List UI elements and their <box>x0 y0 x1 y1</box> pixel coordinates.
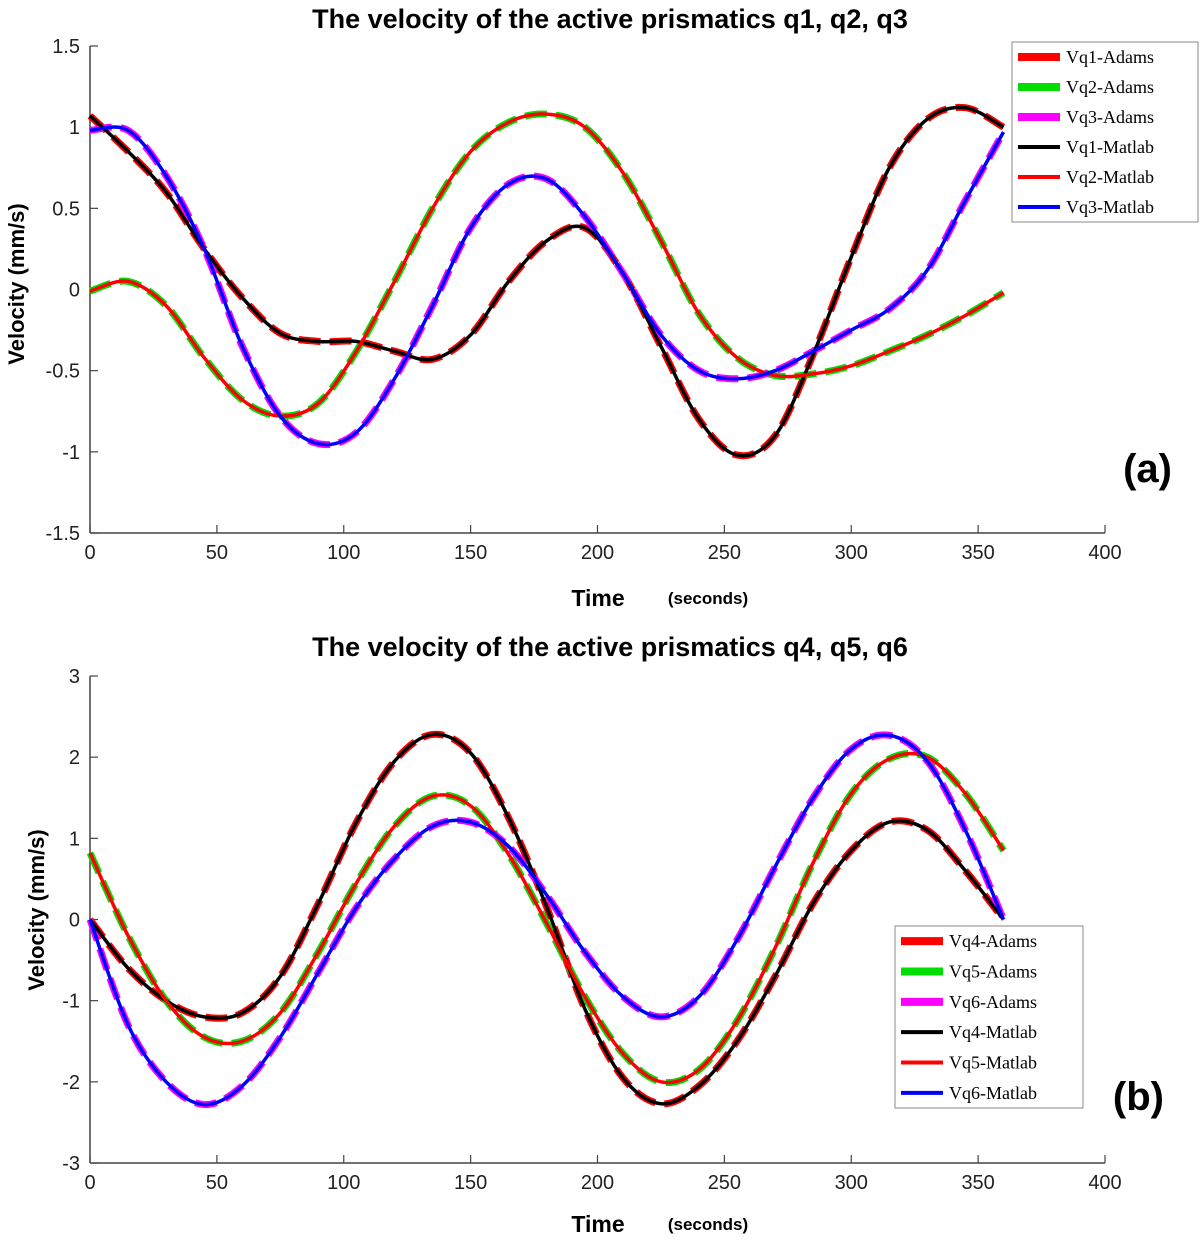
chart-b-ylabel: Velocity (mm/s) <box>24 829 49 990</box>
chart-b-legend-entry: Vq4-Matlab <box>949 1022 1037 1042</box>
chart-a-x-tick-label: 250 <box>708 542 741 564</box>
chart-b-xlabel: Time <box>571 1211 624 1237</box>
chart-b-legend-entry: Vq6-Matlab <box>949 1083 1037 1103</box>
chart-b-x-tick-label: 250 <box>708 1172 741 1194</box>
chart-b-y-tick-label: 2 <box>69 747 80 769</box>
chart-a-x-tick-label: 200 <box>581 542 614 564</box>
chart-b-title: The velocity of the active prismatics q4… <box>312 632 908 662</box>
chart-a-legend: Vq1-Adams Vq2-Adams Vq3-Adams Vq1-Matlab Vq2… <box>1011 41 1199 223</box>
chart-b-x-tick-label: 350 <box>961 1172 994 1194</box>
chart-a-x-tick-label: 300 <box>835 542 868 564</box>
chart-a-y-tick-label: 0 <box>69 280 80 302</box>
chart-b-y-tick-label: 1 <box>69 828 80 850</box>
chart-a-panel-label: (a) <box>1123 447 1172 491</box>
chart-b-y-tick-label: 0 <box>69 910 80 932</box>
chart-a-x-tick-label: 400 <box>1088 542 1121 564</box>
chart-a-x-tick-label: 0 <box>84 542 95 564</box>
chart-a-y-tick-label: -1.5 <box>46 523 80 545</box>
chart-b-x-tick-label: 0 <box>84 1172 95 1194</box>
chart-b-y-tick-label: 3 <box>69 666 80 688</box>
chart-a-x-tick-label: 100 <box>327 542 360 564</box>
chart-b-x-tick-label: 200 <box>581 1172 614 1194</box>
chart-a-series-vq3-adams <box>89 123 1007 449</box>
chart-a-series-vq2-adams <box>88 110 1006 420</box>
chart-b-panel-label: (b) <box>1113 1075 1164 1119</box>
chart-a-series-vq3-matlab <box>89 125 1006 447</box>
chart-b-x-tick-label: 400 <box>1088 1172 1121 1194</box>
chart-b-series-vq5-adams <box>86 750 1007 1087</box>
chart-a-ylabel: Velocity (mm/s) <box>4 203 29 364</box>
chart-a-xlabel-unit: (seconds) <box>668 589 748 608</box>
chart-a-y-tick-label: 1.5 <box>52 36 80 58</box>
chart-b-legend-entry: Vq5-Adams <box>949 962 1037 982</box>
chart-b: The velocity of the active prismatics q4… <box>24 632 1164 1237</box>
chart-a: The velocity of the active prismatics q1… <box>4 4 1199 611</box>
chart-b-x-tick-label: 300 <box>835 1172 868 1194</box>
chart-a-y-tick-label: -1 <box>62 442 80 464</box>
chart-a-y-tick-label: 0.5 <box>52 198 80 220</box>
chart-b-legend-entry: Vq4-Adams <box>949 931 1037 951</box>
chart-a-y-tick-label: -0.5 <box>46 361 80 383</box>
chart-b-series-vq4-matlab <box>88 732 1005 1106</box>
chart-b-series-vq6-matlab <box>88 733 1006 1107</box>
chart-b-y-tick-label: -1 <box>62 991 80 1013</box>
chart-b-xlabel-unit: (seconds) <box>668 1215 748 1234</box>
chart-a-legend-entry: Vq1-Adams <box>1066 47 1154 67</box>
chart-b-x-tick-label: 150 <box>454 1172 487 1194</box>
chart-a-x-tick-label: 350 <box>961 542 994 564</box>
chart-b-legend-entry: Vq5-Matlab <box>949 1053 1037 1073</box>
chart-b-legend-box <box>894 925 1084 1109</box>
chart-a-legend-entry: Vq2-Matlab <box>1066 167 1154 187</box>
chart-a-y-tick-label: 1 <box>69 117 80 139</box>
chart-b-y-tick-label: -2 <box>62 1072 80 1094</box>
chart-b-x-tick-label: 100 <box>327 1172 360 1194</box>
chart-a-legend-entry: Vq3-Adams <box>1066 107 1154 127</box>
chart-a-legend-entry: Vq1-Matlab <box>1066 137 1154 157</box>
chart-a-x-tick-label: 150 <box>454 542 487 564</box>
chart-a-x-tick-label: 50 <box>206 542 228 564</box>
chart-a-xlabel: Time <box>571 585 624 611</box>
chart-a-legend-entry: Vq3-Matlab <box>1066 197 1154 217</box>
chart-b-y-tick-label: -3 <box>62 1153 80 1175</box>
chart-a-series-vq1-matlab <box>88 105 1005 458</box>
chart-b-x-tick-label: 50 <box>206 1172 228 1194</box>
chart-b-legend: Vq4-Adams Vq5-Adams Vq6-Adams Vq4-Matlab Vq5… <box>894 925 1084 1109</box>
chart-a-legend-entry: Vq2-Adams <box>1066 77 1154 97</box>
chart-a-title: The velocity of the active prismatics q1… <box>312 4 908 34</box>
chart-b-series-vq5-matlab <box>88 751 1005 1085</box>
chart-a-series-vq2-matlab <box>89 112 1005 418</box>
chart-a-legend-box <box>1011 41 1199 223</box>
chart-b-legend-entry: Vq6-Adams <box>949 992 1037 1012</box>
